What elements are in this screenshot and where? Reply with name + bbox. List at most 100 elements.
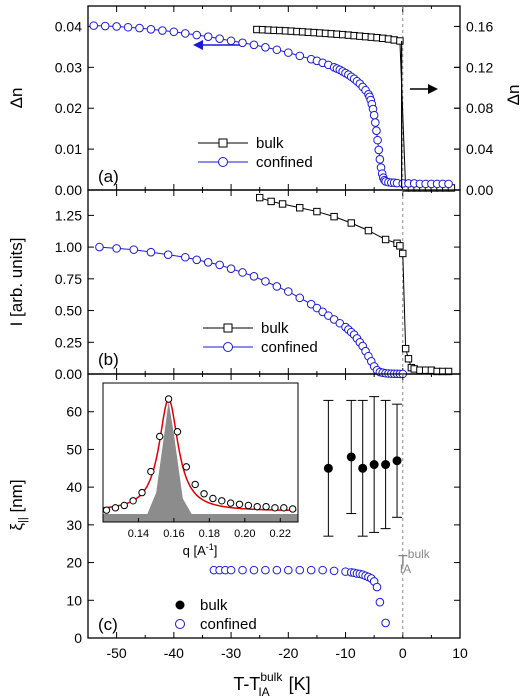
data-point	[112, 22, 121, 31]
y-tick-label-right: 0.12	[466, 59, 493, 75]
y-axis-label: ξ|| [nm]	[7, 479, 29, 530]
data-point	[318, 565, 327, 575]
ylabel-sub: ||	[17, 517, 29, 523]
data-point	[238, 268, 247, 277]
inset-data-point	[138, 488, 146, 497]
inset-data-point	[173, 428, 182, 436]
data-point	[203, 32, 213, 41]
arrow-left-head	[193, 40, 203, 50]
legend-label: bulk	[200, 597, 228, 614]
data-point	[203, 258, 213, 267]
data-point	[215, 34, 224, 44]
inset-data-point	[111, 504, 120, 512]
data-point	[255, 193, 264, 202]
annotation-sub: IA	[400, 562, 411, 576]
data-point	[396, 37, 404, 45]
legend-marker	[223, 342, 233, 352]
xlabel-prefix: T-T	[233, 674, 260, 694]
data-point	[158, 26, 167, 35]
y-tick-label-right: 0.16	[466, 18, 493, 34]
data-point	[370, 118, 380, 127]
panel-a: 0.00 0.01 0.02 0.03 0.04 0.00 0.04 0.08 0.12 0.16…	[7, 5, 523, 198]
data-point	[261, 277, 270, 286]
legend-marker	[218, 157, 228, 167]
inset-xlabel-end: ]	[214, 543, 218, 558]
data-point	[123, 22, 133, 32]
xlabel-sub: IA	[258, 685, 269, 699]
y-tick-label: 60	[66, 404, 82, 420]
data-point	[295, 51, 305, 61]
panel-label: (a)	[98, 167, 119, 186]
inset-xlabel-sup: -1	[206, 542, 214, 552]
x-axis-label: T-Tbulk IA [K]	[233, 670, 310, 699]
inset-fit-curve	[102, 397, 297, 512]
data-point	[372, 582, 382, 592]
data-point	[278, 200, 287, 208]
data-point	[272, 45, 282, 55]
x-tick-label: -30	[221, 645, 241, 661]
y-tick-label: 1.00	[55, 239, 82, 255]
inset-x-axis-label: q [A-1]	[183, 542, 218, 558]
legend-label: confined	[200, 616, 257, 633]
y-tick-label-right: 0.08	[466, 100, 493, 116]
inset-x-tick-label: 0.16	[163, 528, 184, 540]
data-point	[323, 463, 333, 473]
inset-data-point	[129, 497, 137, 505]
inset-data-point	[262, 502, 270, 511]
legend-label: bulk	[261, 320, 289, 337]
y-tick-label: 50	[66, 441, 82, 457]
data-point	[146, 247, 156, 257]
panel-label: (c)	[98, 615, 118, 634]
data-point	[95, 242, 104, 252]
data-point	[100, 21, 110, 31]
data-point	[192, 30, 202, 40]
data-point	[89, 21, 99, 30]
inset-xlabel: q [A	[183, 543, 206, 558]
data-point	[261, 565, 270, 575]
data-point	[381, 618, 390, 628]
data-point	[369, 110, 379, 120]
inset-data-point	[191, 480, 199, 489]
x-tick-label: -40	[164, 645, 184, 661]
inset-data-point	[164, 395, 173, 403]
inset-data-point	[226, 499, 235, 507]
data-point	[347, 219, 355, 227]
y-tick-label: 30	[66, 517, 82, 533]
legend-marker	[218, 138, 228, 148]
data-point	[215, 260, 224, 270]
data-point	[112, 244, 121, 253]
y-tick-label: 20	[66, 555, 82, 571]
legend-label: confined	[256, 154, 313, 171]
data-point	[375, 155, 385, 164]
data-point	[329, 566, 339, 576]
data-point	[381, 460, 391, 470]
y-axis-label-right: Δn	[504, 85, 523, 106]
y-tick-label: 0.02	[55, 100, 82, 116]
data-point	[261, 42, 270, 52]
y-tick-label: 0.00	[55, 366, 82, 382]
inset-data-point	[280, 504, 288, 512]
inset-data-point	[235, 500, 244, 508]
inset-x-tick-label: 0.14	[128, 528, 149, 540]
panel-b: 0.00 0.25 0.50 0.75 1.00 1.25 I [arb. units] bu…	[7, 189, 461, 382]
inset-frame	[102, 382, 299, 523]
inset-data-point	[244, 501, 253, 510]
inset-x-tick-label: 0.22	[270, 528, 291, 540]
data-point	[284, 287, 293, 296]
x-tick-label: 0	[399, 645, 407, 661]
data-point	[238, 565, 247, 575]
data-point	[396, 242, 404, 250]
data-point	[375, 597, 385, 607]
panel-label: (b)	[98, 350, 119, 369]
y-tick-label-right: 0.04	[466, 141, 493, 157]
inset-data-point	[147, 467, 155, 476]
y-tick-label: 0.04	[55, 18, 82, 34]
xlabel-suffix: [K]	[284, 674, 311, 694]
data-point	[444, 367, 453, 376]
data-point	[306, 565, 316, 575]
data-point	[284, 48, 293, 57]
ylabel-unit: [nm]	[7, 479, 26, 517]
arrow-right-head	[428, 84, 438, 94]
inset-data-point	[218, 497, 226, 505]
